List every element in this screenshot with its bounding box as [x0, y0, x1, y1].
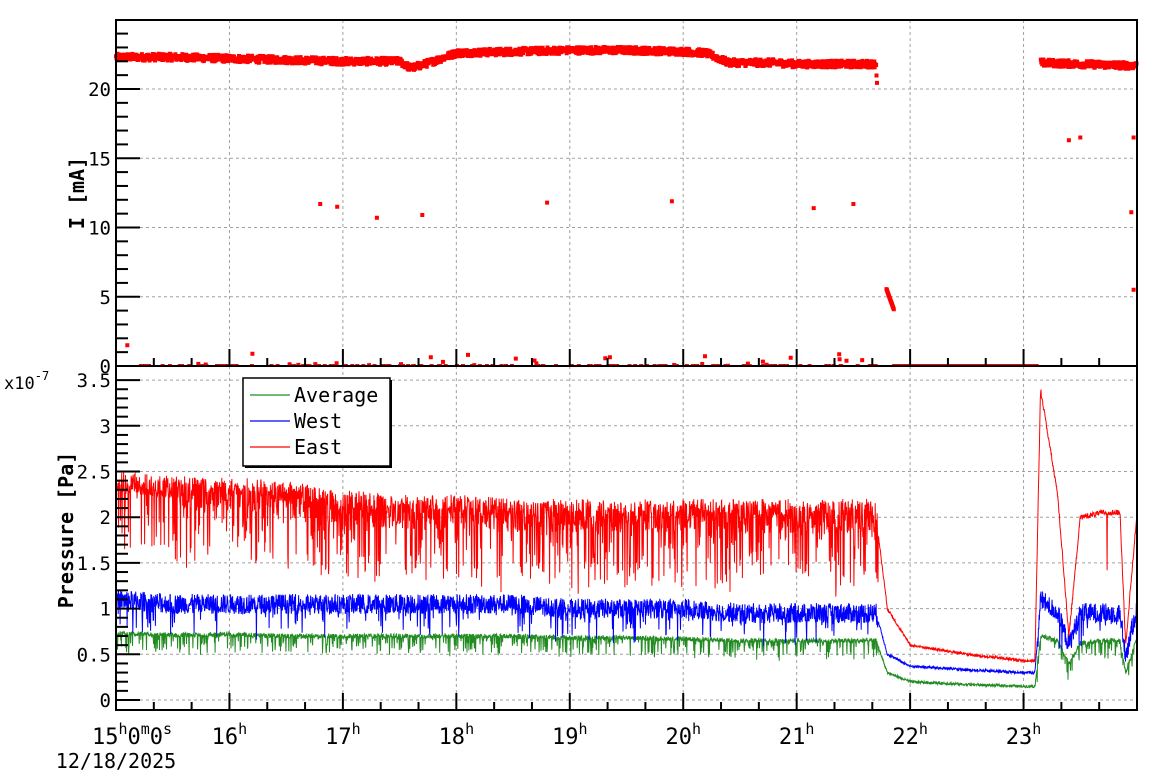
x-tick-label: 18h	[439, 720, 475, 750]
current-x-axis-ticks	[115, 349, 1101, 366]
current-panel: 0 5 10 15 20 I [mA]	[65, 19, 1139, 378]
y-tick-label: 20	[88, 79, 111, 101]
pressure-data-lines	[115, 389, 1138, 689]
current-y-axis-ticks: 0 5 10 15 20	[88, 32, 140, 378]
pressure-y-axis-ticks: 0 0.5 1 1.5 2 2.5 3 3.5	[77, 370, 140, 712]
multiplier-exponent: -7	[35, 369, 49, 383]
x-tick-label: 17h	[325, 720, 361, 750]
pressure-plot-frame	[115, 365, 1138, 711]
pressure-x-axis-ticks	[115, 693, 1101, 710]
legend-item-average: Average	[250, 383, 378, 407]
x-tick-label: 20h	[665, 720, 701, 750]
y-tick-label: 15	[88, 148, 111, 170]
y-tick-label: 3.5	[77, 370, 111, 392]
pressure-series-east	[115, 389, 1138, 664]
y-tick-label: 2	[100, 507, 111, 529]
y-tick-label: 0.5	[77, 644, 111, 666]
time-axis-labels: 15h0m0s 16h 17h 18h 19h 20h 21h 22h 23h	[92, 720, 1041, 750]
x-tick-label: 23h	[1006, 720, 1042, 750]
y-tick-label: 10	[88, 218, 111, 240]
legend-item-west: West	[250, 409, 342, 433]
multiplier-base: x10	[4, 374, 35, 394]
legend-label-average: Average	[294, 383, 378, 407]
pressure-multiplier-label: x10-7	[4, 369, 49, 394]
y-tick-label: 2.5	[77, 462, 111, 484]
y-tick-label: 0	[100, 690, 111, 712]
legend-label-east: East	[294, 435, 342, 459]
y-tick-label: 1	[100, 599, 111, 621]
pressure-legend: Average West East	[242, 377, 392, 468]
x-tick-label: 15h0m0s	[92, 720, 172, 750]
pressure-panel: 0 0.5 1 1.5 2 2.5 3 3.5 Pressure [Pa] x10-7 Ave…	[4, 365, 1138, 712]
legend-label-west: West	[294, 409, 342, 433]
x-tick-label: 19h	[552, 720, 588, 750]
y-tick-label: 5	[100, 287, 111, 309]
current-y-axis-title: I [mA]	[65, 157, 89, 229]
x-tick-label: 22h	[892, 720, 928, 750]
legend-item-east: East	[250, 435, 342, 459]
x-tick-label: 21h	[779, 720, 815, 750]
legend-box	[242, 377, 391, 467]
pressure-y-axis-title: Pressure [Pa]	[54, 452, 78, 609]
y-tick-label: 0	[100, 356, 111, 378]
date-label: 12/18/2025	[56, 749, 176, 773]
y-tick-label: 3	[100, 416, 111, 438]
pressure-series-average	[115, 630, 1138, 689]
x-tick-label: 16h	[212, 720, 248, 750]
current-plot-area	[116, 20, 1137, 366]
pressure-series-west	[115, 589, 1138, 676]
y-tick-label: 1.5	[77, 553, 111, 575]
current-grid	[116, 20, 1137, 366]
